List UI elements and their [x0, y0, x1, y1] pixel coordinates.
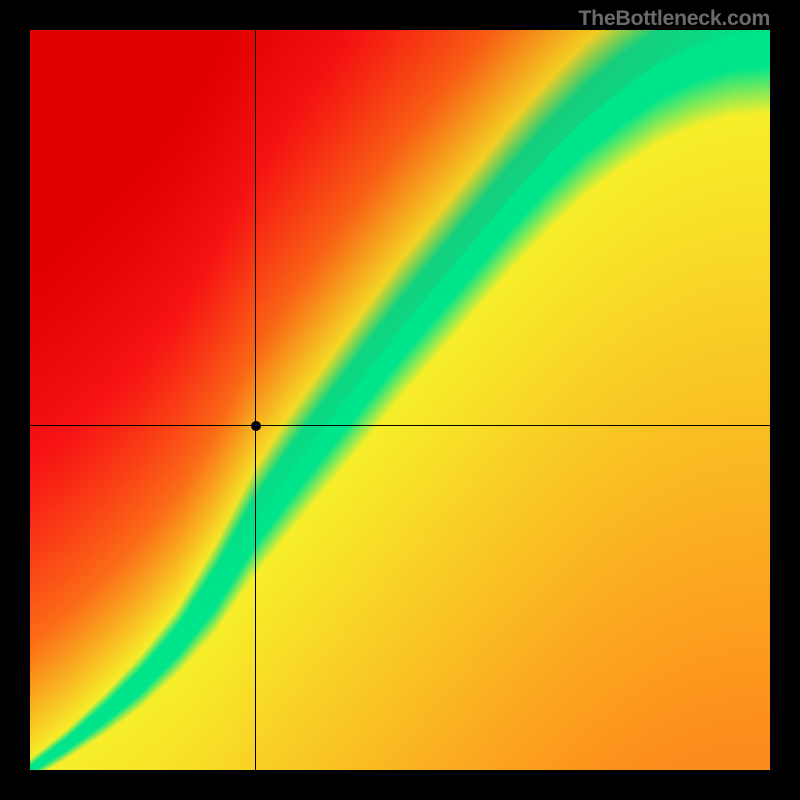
crosshair-horizontal — [30, 425, 770, 426]
heatmap-canvas — [30, 30, 770, 770]
crosshair-vertical — [255, 30, 256, 770]
crosshair-point — [251, 421, 261, 431]
chart-container: TheBottleneck.com — [0, 0, 800, 800]
watermark-text: TheBottleneck.com — [578, 6, 770, 31]
